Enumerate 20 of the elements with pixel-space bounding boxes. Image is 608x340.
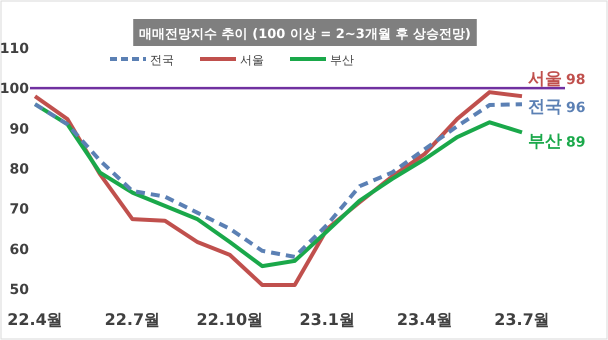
y-tick-label: 60 bbox=[10, 242, 30, 258]
legend-label: 전국 bbox=[150, 53, 174, 67]
annotation: 부산 89 bbox=[528, 131, 586, 152]
x-tick-label: 23.1월 bbox=[299, 310, 355, 329]
annotation: 서울 98 bbox=[528, 69, 586, 90]
y-tick-label: 50 bbox=[10, 282, 30, 298]
chart-title: 매매전망지수 추이 (100 이상 = 2~3개월 후 상승전망) bbox=[139, 27, 471, 42]
y-tick-label: 90 bbox=[10, 121, 30, 138]
annotation: 전국 96 bbox=[528, 97, 586, 118]
legend-label: 서울 bbox=[240, 53, 264, 67]
y-tick-label: 110 bbox=[0, 41, 30, 57]
x-tick-label: 23.7월 bbox=[494, 310, 550, 329]
y-tick-label: 100 bbox=[0, 81, 30, 98]
legend-label: 부산 bbox=[330, 53, 354, 67]
y-tick-label: 70 bbox=[10, 202, 30, 218]
x-tick-label: 22.7월 bbox=[104, 310, 160, 329]
x-tick-label: 22.4월 bbox=[7, 310, 63, 329]
x-tick-label: 23.4월 bbox=[396, 310, 452, 329]
y-tick-label: 80 bbox=[10, 162, 30, 178]
x-tick-label: 22.10월 bbox=[196, 310, 264, 329]
